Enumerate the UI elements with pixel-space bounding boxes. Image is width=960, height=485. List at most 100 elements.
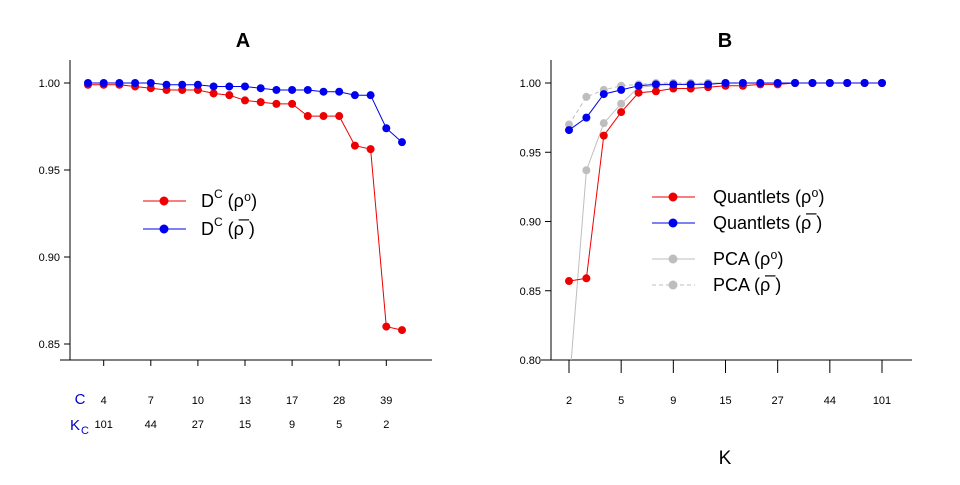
k-row-value: 5 <box>336 419 342 431</box>
panel-b-x-axis-label: K <box>719 448 732 469</box>
series-1-point <box>366 145 375 154</box>
legend-b-marker-4 <box>668 280 678 290</box>
c-row-value: 28 <box>333 395 345 407</box>
y-tick-label: 0.95 <box>520 147 541 159</box>
series-2-point <box>303 85 312 94</box>
series-2-point <box>398 138 406 147</box>
series-2-point <box>773 79 782 87</box>
y-tick-label: 0.95 <box>39 165 60 177</box>
series-2-point <box>193 80 202 89</box>
series-2-point <box>319 87 328 96</box>
series-2-point <box>565 126 573 135</box>
panel-a-x-ticks <box>103 360 387 366</box>
c-row-value: 4 <box>101 395 107 407</box>
series-1-point <box>634 88 643 97</box>
x-tick-label: 9 <box>670 395 676 407</box>
series-2-point <box>84 79 92 87</box>
series-2-point <box>582 113 591 122</box>
series-2-point <box>178 80 187 89</box>
series-2-point <box>209 82 218 91</box>
panel-b-legend: Quantlets (ρ⁰) Quantlets (ρ̅ ) PCA (ρ⁰) … <box>652 187 825 295</box>
y-tick-label: 0.90 <box>39 252 60 264</box>
k-row-value: 27 <box>192 419 204 431</box>
series-1-point <box>382 322 391 331</box>
legend-b-marker-2 <box>668 218 678 228</box>
series-1-point <box>209 89 218 98</box>
series-3-point <box>599 119 608 128</box>
k-row-value: 9 <box>289 419 295 431</box>
y-tick-label: 0.90 <box>520 217 541 229</box>
y-tick-label: 1.00 <box>520 78 541 90</box>
panel-b-x-ticks: 2 5 9 15 27 44 101 <box>566 360 891 407</box>
series-1-point <box>599 131 608 140</box>
series-1-point <box>225 91 234 100</box>
panel-a-series <box>84 79 406 335</box>
panel-b: B 0.80 0.85 0.90 0.95 1.00 2 5 9 15 27 44 101 K Qu… <box>520 30 912 469</box>
series-2-point <box>146 79 155 87</box>
legend-b-marker-1 <box>668 192 678 202</box>
legend-a-label-2: DC (ρ̅ ) <box>201 215 255 239</box>
series-2-point <box>335 87 344 96</box>
series-2-point <box>225 82 234 91</box>
series-2-point <box>686 80 695 89</box>
series-2-point <box>756 79 765 87</box>
series-2-point <box>241 82 249 91</box>
series-2-point <box>115 79 124 87</box>
series-line-2 <box>568 82 882 131</box>
x-tick-label: 44 <box>824 395 836 407</box>
series-2-point <box>634 81 643 90</box>
panel-a: A 0.85 0.90 0.95 1.00 C K C 4 7 10 13 17 28 39 10… <box>39 30 432 437</box>
series-2-point <box>131 79 140 87</box>
series-2-point <box>162 80 171 89</box>
legend-b-label-1: Quantlets (ρ⁰) <box>713 187 825 207</box>
series-1-point <box>565 277 573 286</box>
series-2-point <box>738 79 747 87</box>
k-row-value: 101 <box>95 419 113 431</box>
series-1-point <box>256 98 265 107</box>
series-1-point <box>398 326 406 335</box>
panel-a-y-ticks: 0.85 0.90 0.95 1.00 <box>39 78 70 351</box>
series-2-point <box>878 79 886 87</box>
y-tick-label: 0.85 <box>39 339 60 351</box>
series-2-point <box>272 85 281 94</box>
panel-a-k-row-values: 101 44 27 15 9 5 2 <box>95 419 390 431</box>
series-4-point <box>565 120 573 129</box>
series-1-point <box>335 112 344 121</box>
series-2-point <box>843 79 852 87</box>
c-row-value: 17 <box>286 395 298 407</box>
series-1-point <box>651 87 660 96</box>
k-row-value: 2 <box>383 419 389 431</box>
legend-b-label-2: Quantlets (ρ̅ ) <box>713 213 822 233</box>
legend-a-label-1: DC (ρ⁰) <box>201 187 257 211</box>
x-tick-label: 27 <box>772 395 784 407</box>
panel-a-c-row-label: C <box>75 391 86 408</box>
series-2-point <box>669 80 678 89</box>
series-2-point <box>721 79 730 87</box>
panel-a-title: A <box>236 30 250 52</box>
legend-a-marker-1 <box>159 196 169 206</box>
x-tick-label: 15 <box>719 395 731 407</box>
series-1-point <box>303 112 312 121</box>
series-1-point <box>350 141 359 150</box>
panel-b-series <box>565 79 886 392</box>
k-row-value: 15 <box>239 419 251 431</box>
series-1-point <box>272 99 281 108</box>
series-2-point <box>651 80 660 89</box>
series-2-point <box>825 79 834 87</box>
c-row-value: 13 <box>239 395 251 407</box>
series-2-point <box>99 79 108 87</box>
series-2-point <box>256 84 265 93</box>
series-1-point <box>241 96 249 105</box>
series-3-point <box>565 384 573 392</box>
c-row-value: 10 <box>192 395 204 407</box>
series-1-point <box>319 112 328 121</box>
series-2-point <box>704 80 713 89</box>
y-tick-label: 0.80 <box>520 355 541 367</box>
series-3-point <box>617 99 626 108</box>
legend-a-marker-2 <box>159 224 169 234</box>
panel-b-title: B <box>718 30 732 52</box>
series-2-point <box>599 90 608 99</box>
c-row-value: 39 <box>380 395 392 407</box>
series-1-point <box>617 108 626 117</box>
